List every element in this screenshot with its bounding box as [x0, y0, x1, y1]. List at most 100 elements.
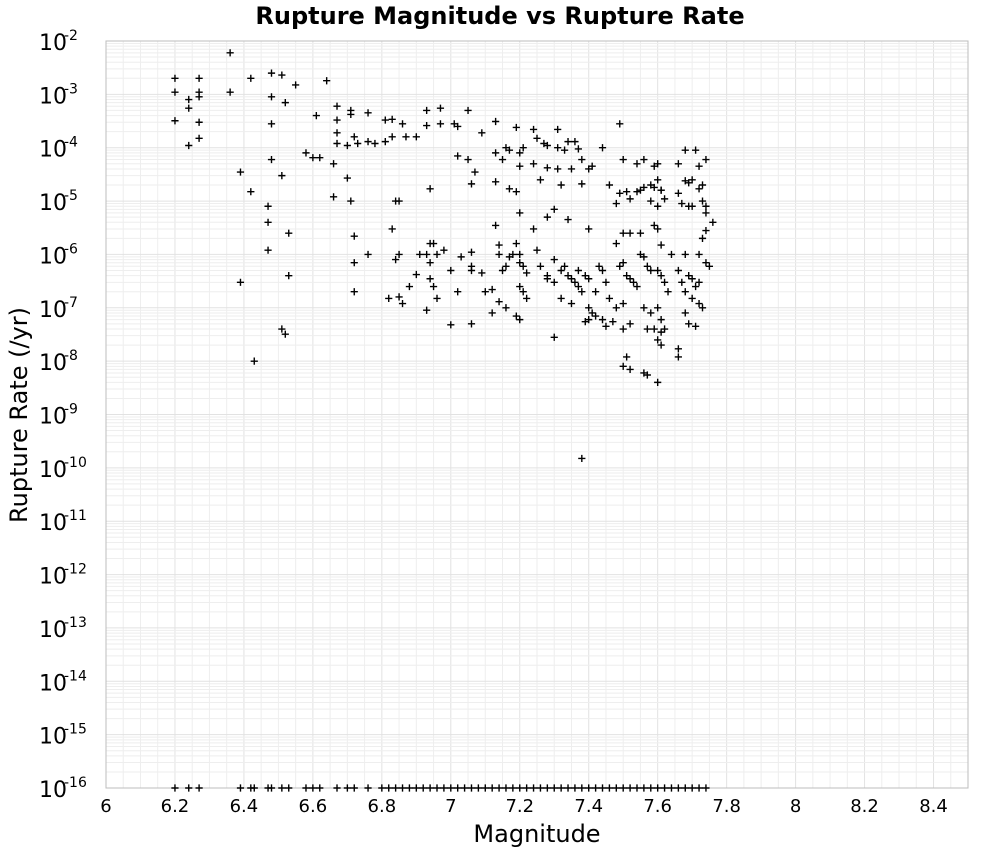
data-point — [278, 784, 286, 792]
data-point — [433, 784, 441, 792]
data-point — [495, 298, 503, 306]
data-point — [285, 272, 293, 280]
y-tick-exponent: -13 — [64, 615, 87, 631]
data-point — [385, 294, 393, 302]
data-point — [388, 115, 396, 123]
y-tick-base: 10 — [39, 565, 67, 590]
data-point — [371, 139, 379, 148]
data-point — [423, 121, 431, 130]
data-point — [516, 316, 524, 324]
data-point — [343, 141, 351, 150]
data-point — [685, 320, 693, 328]
x-tick-label: 7.2 — [505, 796, 534, 817]
data-point — [226, 49, 234, 57]
data-point — [405, 282, 414, 291]
data-point — [250, 784, 258, 792]
data-point — [592, 312, 600, 320]
data-point — [674, 353, 682, 361]
data-point — [626, 195, 634, 203]
data-point — [381, 138, 389, 146]
data-point — [657, 241, 665, 249]
data-point — [674, 266, 682, 275]
data-point — [702, 155, 710, 164]
data-point — [509, 784, 517, 792]
data-point — [347, 110, 355, 119]
data-point — [333, 102, 341, 110]
y-tick-exponent: -6 — [64, 241, 78, 257]
y-tick-exponent: -14 — [64, 668, 87, 684]
data-point — [626, 275, 634, 283]
data-point — [516, 784, 524, 792]
data-point — [285, 229, 293, 237]
data-point — [423, 250, 431, 259]
y-tick-label: 10-2 — [39, 28, 78, 56]
data-point — [264, 202, 272, 210]
data-point — [347, 197, 355, 205]
data-point — [478, 269, 486, 277]
data-point — [619, 299, 627, 308]
data-point — [364, 109, 372, 117]
data-point — [650, 325, 658, 333]
data-point — [350, 288, 358, 296]
data-point — [664, 288, 672, 296]
data-point — [654, 304, 662, 312]
data-point — [550, 255, 558, 264]
data-point — [695, 278, 703, 286]
data-point — [492, 117, 500, 126]
data-point — [512, 188, 520, 196]
data-point — [695, 784, 703, 792]
data-point — [612, 784, 620, 792]
x-tick-label: 6.6 — [299, 796, 328, 817]
data-point — [640, 183, 648, 192]
data-point — [578, 155, 586, 164]
data-point — [529, 784, 538, 792]
data-point — [488, 309, 496, 317]
data-point — [333, 129, 341, 137]
data-point — [605, 784, 614, 792]
data-point — [378, 784, 386, 792]
data-point — [185, 784, 193, 792]
data-point — [388, 133, 396, 141]
data-point — [467, 266, 476, 275]
data-point — [329, 193, 338, 201]
data-point — [643, 371, 651, 379]
data-point — [492, 178, 500, 186]
data-point — [688, 176, 696, 184]
x-tick-label: 6.2 — [161, 796, 190, 817]
data-point — [185, 104, 193, 112]
data-point — [626, 320, 634, 328]
data-point — [709, 218, 717, 226]
data-point — [398, 299, 407, 308]
data-point — [350, 259, 358, 267]
x-tick-label: 7.8 — [712, 796, 741, 817]
data-point — [647, 266, 655, 275]
data-point — [316, 154, 324, 162]
data-point — [267, 93, 276, 101]
x-tick-label: 6 — [100, 796, 111, 817]
data-point — [654, 336, 662, 344]
data-point — [502, 304, 510, 312]
data-point — [416, 250, 424, 259]
data-point — [195, 784, 203, 792]
data-point — [692, 282, 700, 291]
data-point — [557, 181, 565, 189]
data-point — [364, 138, 372, 146]
data-point — [523, 784, 531, 792]
x-tick-label: 8.4 — [919, 796, 948, 817]
data-point — [429, 239, 438, 248]
y-tick-label: 10-9 — [39, 402, 78, 430]
data-point — [574, 145, 582, 153]
data-point — [226, 88, 234, 96]
data-point — [498, 266, 507, 275]
data-point — [350, 784, 358, 792]
data-point — [585, 165, 593, 173]
data-point — [585, 225, 593, 233]
data-point — [654, 160, 662, 168]
y-tick-exponent: -10 — [64, 455, 87, 471]
data-point — [660, 325, 669, 333]
data-point — [426, 275, 434, 283]
y-tick-label: 10-15 — [39, 722, 87, 750]
data-point — [657, 186, 665, 194]
data-point — [498, 155, 507, 164]
y-tick-base: 10 — [39, 671, 67, 696]
